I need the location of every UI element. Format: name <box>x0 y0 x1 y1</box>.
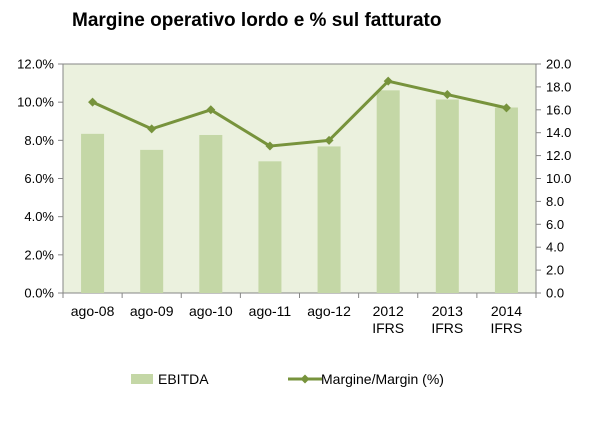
y-right-tick-label: 18.0 <box>546 79 571 94</box>
legend-label-margin: Margine/Margin (%) <box>321 371 444 387</box>
chart-title: Margine operativo lordo e % sul fatturat… <box>72 10 442 31</box>
y-right-tick-label: 12.0 <box>546 148 571 163</box>
bar-4 <box>317 146 341 293</box>
line-point-4 <box>324 135 334 145</box>
x-tick-label: 2012 <box>373 303 404 319</box>
y-right-tick-label: 10.0 <box>546 171 571 186</box>
line-point-3 <box>265 141 275 151</box>
x-tick-label: ago-12 <box>307 303 351 319</box>
bar-0 <box>81 133 105 293</box>
line-point-0 <box>88 97 98 107</box>
x-tick-label: IFRS <box>372 320 404 336</box>
x-tick-label: ago-09 <box>130 303 174 319</box>
x-tick-label: IFRS <box>490 320 522 336</box>
legend-swatch-marker <box>300 374 310 384</box>
bar-5 <box>376 90 400 294</box>
y-right-tick-label: 0.0 <box>546 286 564 301</box>
x-tick-label: 2013 <box>432 303 463 319</box>
y-right-tick-label: 8.0 <box>546 194 564 209</box>
x-tick-label: ago-11 <box>249 303 292 319</box>
bar-1 <box>140 149 164 293</box>
y-right-tick-label: 4.0 <box>546 240 564 255</box>
line-point-1 <box>147 124 157 134</box>
x-tick-label: ago-10 <box>189 303 233 319</box>
y-right-tick-label: 20.0 <box>546 57 571 72</box>
y-left-tick-label: 8.0% <box>24 133 54 148</box>
line-point-5 <box>383 76 393 86</box>
plot-area: 0.0% 2.0% 4.0% 6.0% 8.0% 10.0% 12.0% 0.0 2.0 4.0 6… <box>17 57 571 337</box>
line-point-2 <box>206 105 216 115</box>
legend-label-ebitda: EBITDA <box>158 371 209 387</box>
line-point-7 <box>501 103 511 113</box>
legend: EBITDA Margine/Margin (%) <box>131 371 444 387</box>
y-left-tick-label: 12.0% <box>17 57 54 72</box>
legend-swatch-ebitda <box>131 374 153 384</box>
y-left-tick-label: 4.0% <box>24 209 54 224</box>
y-right-tick-label: 14.0 <box>546 125 571 140</box>
margin-line <box>91 79 507 148</box>
x-tick-label: ago-08 <box>71 303 115 319</box>
y-right-tick-label: 16.0 <box>546 102 571 117</box>
bar-6 <box>435 99 459 294</box>
x-tick-label: 2014 <box>491 303 522 319</box>
y-left-tick-label: 10.0% <box>17 95 54 110</box>
y-left-tick-label: 0.0% <box>24 286 54 301</box>
bar-2 <box>199 134 223 293</box>
bar-7 <box>494 107 518 293</box>
x-tick-label: IFRS <box>431 320 463 336</box>
bar-3 <box>258 161 282 293</box>
y-left-tick-label: 6.0% <box>24 171 54 186</box>
line-point-6 <box>442 90 452 100</box>
y-right-tick-label: 2.0 <box>546 263 564 278</box>
y-left-tick-label: 2.0% <box>24 247 54 262</box>
y-right-tick-label: 6.0 <box>546 217 564 232</box>
